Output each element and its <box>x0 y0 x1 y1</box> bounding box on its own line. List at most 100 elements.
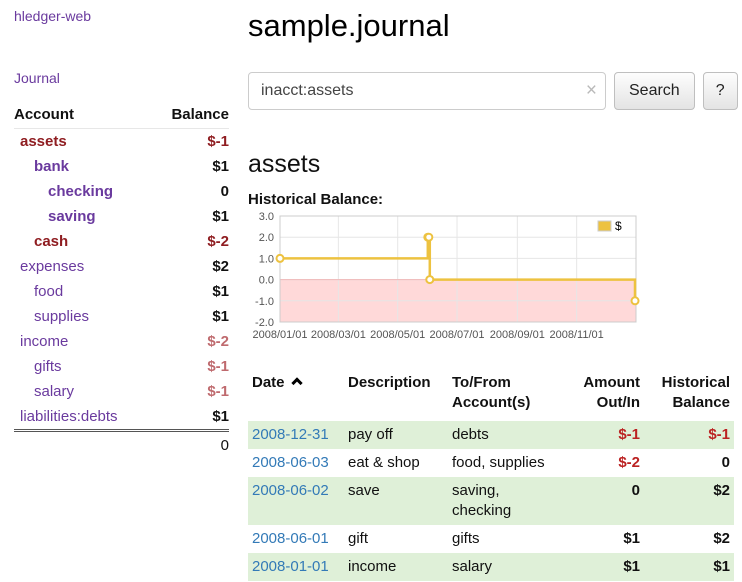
account-row: checking 0 <box>14 179 229 204</box>
txn-date-link[interactable]: 2008-12-31 <box>252 426 329 443</box>
txn-date-link[interactable]: 2008-06-03 <box>252 454 329 471</box>
account-row: liabilities:debts $1 <box>14 404 229 431</box>
chart-title: Historical Balance: <box>248 191 384 208</box>
txn-date: 2008-01-01 <box>248 553 344 581</box>
account-column-header: Account <box>14 102 134 129</box>
account-balance: $-2 <box>207 333 229 350</box>
account-balance: $1 <box>212 158 229 175</box>
sidebar: hledger-web Journal Account Balance asse… <box>0 0 238 581</box>
txn-accounts: gifts <box>452 530 480 547</box>
search-button[interactable]: Search <box>614 72 695 110</box>
svg-text:-1.0: -1.0 <box>255 296 274 308</box>
account-link[interactable]: bank <box>34 158 70 175</box>
svg-text:-2.0: -2.0 <box>255 317 274 329</box>
svg-text:$: $ <box>615 219 622 233</box>
txn-accounts: debts <box>452 426 489 443</box>
nav-journal[interactable]: Journal <box>14 70 60 86</box>
svg-text:1.0: 1.0 <box>259 253 274 265</box>
txn-description: income <box>348 558 397 575</box>
txn-amount: $1 <box>623 558 640 575</box>
txn-description: save <box>348 482 380 499</box>
txn-historical-balance: $1 <box>713 558 730 575</box>
account-row: income $-2 <box>14 329 229 354</box>
txn-historical-balance: $2 <box>713 530 730 547</box>
account-link[interactable]: income <box>20 333 69 350</box>
amount-column-header: Amount Out/In <box>583 374 640 411</box>
search-input[interactable] <box>248 72 606 110</box>
svg-text:2008/05/01: 2008/05/01 <box>370 329 425 341</box>
txn-historical-balance: 0 <box>721 454 730 471</box>
account-row: cash $-2 <box>14 229 229 254</box>
account-link[interactable]: liabilities:debts <box>20 408 118 425</box>
txn-date-link[interactable]: 2008-01-01 <box>252 558 329 575</box>
search-form: × Search ? <box>248 72 738 110</box>
account-balance: $-1 <box>207 133 229 150</box>
account-balance: $1 <box>212 408 229 425</box>
account-row: food $1 <box>14 279 229 304</box>
account-balance: 0 <box>220 183 229 200</box>
account-link[interactable]: assets <box>20 133 67 150</box>
account-link[interactable]: gifts <box>34 358 62 375</box>
txn-accounts: saving, checking <box>452 482 512 519</box>
txn-date: 2008-06-02 <box>248 477 344 525</box>
txn-date-link[interactable]: 2008-06-01 <box>252 530 329 547</box>
account-link[interactable]: expenses <box>20 258 85 275</box>
account-link[interactable]: supplies <box>34 308 90 325</box>
balance-column-header: Balance <box>134 102 229 129</box>
help-button[interactable]: ? <box>702 72 738 110</box>
account-link[interactable]: cash <box>34 233 69 250</box>
transaction-row: 2008-01-01 income salary $1 $1 <box>248 553 734 581</box>
transactions-table: Date Description To/From Account(s) Amou… <box>248 371 734 581</box>
account-row: assets $-1 <box>14 129 229 155</box>
account-row: saving $1 <box>14 204 229 229</box>
account-row: supplies $1 <box>14 304 229 329</box>
txn-date-link[interactable]: 2008-06-02 <box>252 482 329 499</box>
account-link[interactable]: salary <box>34 383 75 400</box>
nav-hledger-web[interactable]: hledger-web <box>14 8 92 24</box>
svg-text:2008/11/01: 2008/11/01 <box>550 329 604 341</box>
txn-amount: $-2 <box>618 454 640 471</box>
account-balance: $1 <box>212 208 229 225</box>
historical-column-header: Historical Balance <box>661 374 730 411</box>
accounts-column-header: To/From Account(s) <box>452 374 531 411</box>
svg-text:2.0: 2.0 <box>259 232 274 244</box>
account-row: gifts $-1 <box>14 354 229 379</box>
txn-amount: $1 <box>623 530 640 547</box>
svg-text:2008/03/01: 2008/03/01 <box>311 329 366 341</box>
account-balance: $2 <box>212 258 229 275</box>
account-link[interactable]: food <box>34 283 64 300</box>
main-content: sample.journal × Search ? assets Histori… <box>238 0 742 581</box>
txn-description: pay off <box>348 426 393 443</box>
account-link[interactable]: saving <box>48 208 96 225</box>
account-row: bank $1 <box>14 154 229 179</box>
transaction-row: 2008-06-03 eat & shop food, supplies $-2… <box>248 449 734 477</box>
svg-text:2008/07/01: 2008/07/01 <box>429 329 484 341</box>
clear-search-icon[interactable]: × <box>585 80 597 102</box>
txn-date: 2008-06-01 <box>248 525 344 553</box>
description-column-header: Description <box>348 374 431 391</box>
transaction-row: 2008-12-31 pay off debts $-1 $-1 <box>248 421 734 449</box>
search-box: × <box>248 72 606 110</box>
txn-historical-balance: $2 <box>713 482 730 499</box>
account-balance: $1 <box>212 308 229 325</box>
transaction-row: 2008-06-02 save saving, checking 0 $2 <box>248 477 734 525</box>
svg-text:0.0: 0.0 <box>259 275 274 287</box>
svg-text:2008/09/01: 2008/09/01 <box>490 329 545 341</box>
accounts-header-row: Account Balance <box>14 102 229 129</box>
svg-text:3.0: 3.0 <box>259 211 274 223</box>
account-link[interactable]: checking <box>48 183 114 200</box>
txn-date: 2008-06-03 <box>248 449 344 477</box>
txn-historical-balance: $-1 <box>708 426 730 443</box>
account-balance: $-2 <box>207 233 229 250</box>
account-balance: $1 <box>212 283 229 300</box>
date-header-label: Date <box>252 374 285 391</box>
transaction-row: 2008-06-01 gift gifts $1 $2 <box>248 525 734 553</box>
transactions-header-row: Date Description To/From Account(s) Amou… <box>248 371 734 421</box>
page-title: sample.journal <box>248 8 450 43</box>
sort-ascending-icon <box>290 377 303 389</box>
account-balance: $-1 <box>207 358 229 375</box>
date-column-header[interactable]: Date <box>248 371 344 421</box>
txn-accounts: salary <box>452 558 493 575</box>
accounts-total: 0 <box>134 429 229 458</box>
